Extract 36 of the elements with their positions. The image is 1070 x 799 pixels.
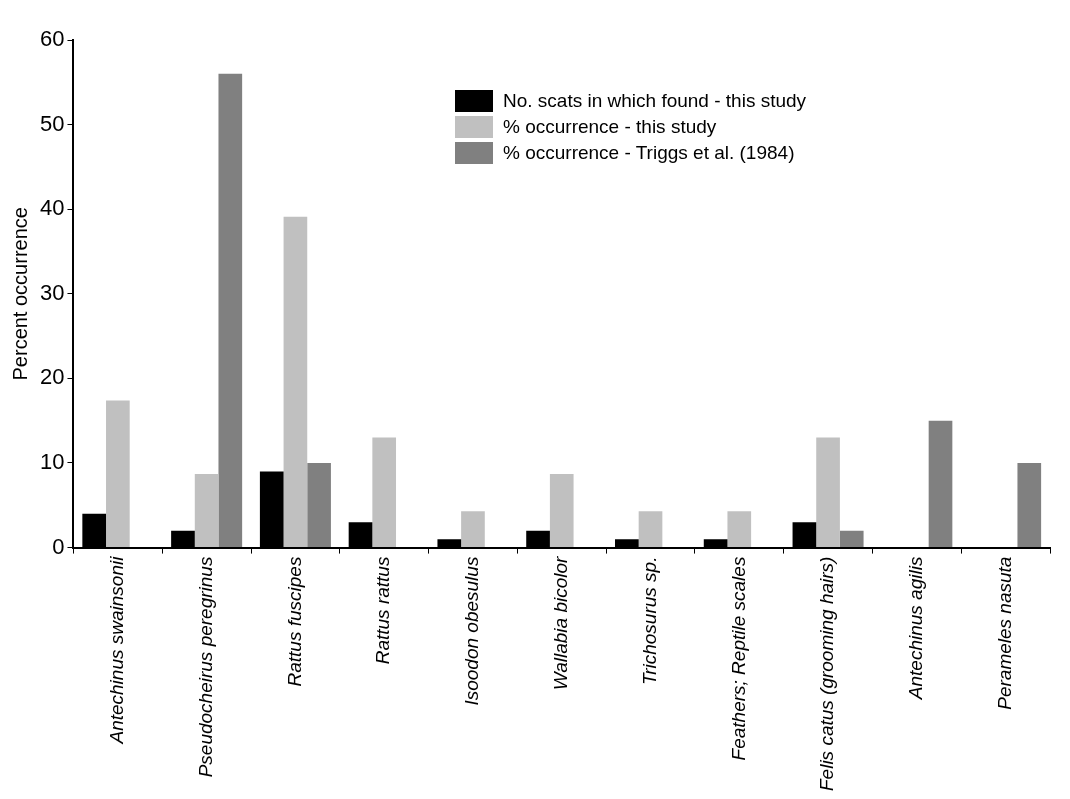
bar [928,420,953,548]
y-tick-label: 40 [39,195,65,221]
bar [106,400,130,548]
bar [1017,462,1042,548]
legend-label: % occurrence - Triggs et al. (1984) [503,141,795,165]
x-tick-label: Perameles nasuta [993,556,1015,710]
bar [638,511,663,548]
x-tick-label: Antechinus agilis [905,556,927,701]
bar [372,437,397,548]
x-tick-label: Feathers; Reptile scales [727,556,749,761]
legend-label: % occurrence - this study [503,115,717,139]
bar [218,73,243,548]
bar [549,473,574,548]
y-tick-label: 10 [39,449,65,475]
x-tick-label: Wallabia bicolor [550,555,572,691]
y-tick-label: 20 [39,364,65,390]
x-tick-label: Trichosurus sp. [638,556,660,686]
bar [839,530,864,548]
legend-label: No. scats in which found - this study [503,89,807,113]
y-tick-label: 30 [39,279,65,305]
bar [283,216,308,548]
bar [194,473,219,548]
bar [461,511,485,548]
x-tick-label: Antechinus swainsonii [106,555,128,745]
x-tick-label: Pseudocheirus peregrinus [194,556,216,778]
x-tick-label: Rattus rattus [372,556,394,665]
bar [816,437,840,548]
y-tick-label: 60 [39,26,65,52]
x-tick-label: Felis catus (grooming hairs) [816,556,838,792]
bar [307,462,331,548]
y-axis-title: Percent occurrence [8,207,31,381]
bar [727,511,752,548]
y-tick-label: 50 [39,110,65,136]
x-tick-label: Rattus fuscipes [283,556,305,687]
x-tick-label: Isoodon obesulus [461,556,483,706]
y-tick-label: 0 [52,533,65,559]
